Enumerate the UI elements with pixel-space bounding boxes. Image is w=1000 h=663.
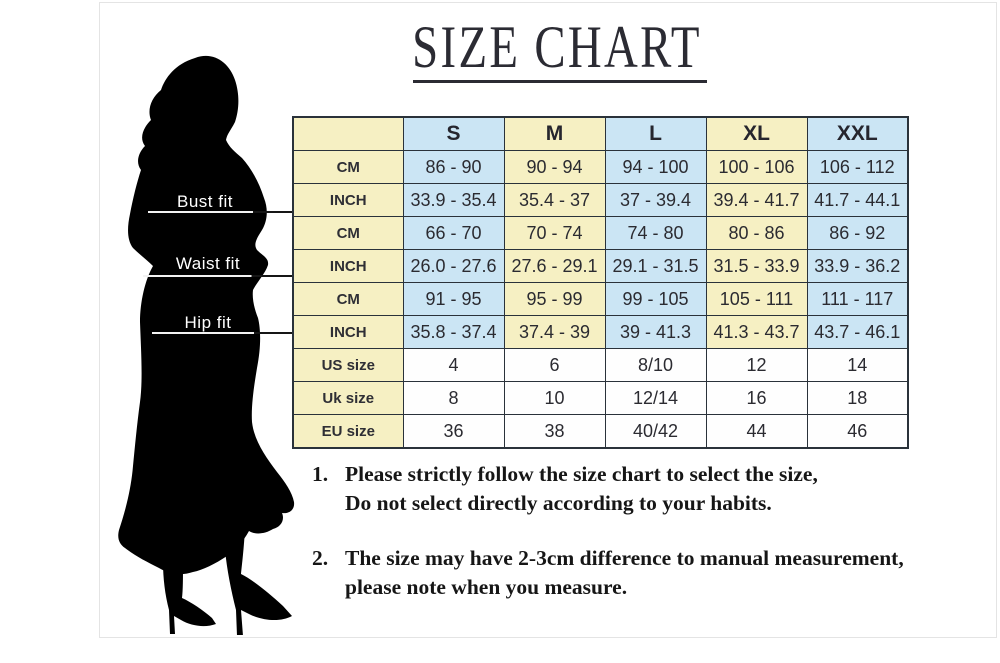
size-table-header-row: S M L XL XXL: [292, 116, 909, 151]
measurement-cell: 86 - 90: [402, 150, 505, 184]
size-col-header: S: [402, 116, 505, 151]
size-value-cell: 44: [705, 414, 808, 449]
measurement-cell: 106 - 112: [806, 150, 909, 184]
measurement-cell: 41.7 - 44.1: [806, 183, 909, 217]
note-2-line-1: The size may have 2-3cm difference to ma…: [345, 546, 904, 570]
measurement-cell: 27.6 - 29.1: [503, 249, 606, 283]
hip-pointer-line: [152, 332, 294, 334]
size-value-cell: 14: [806, 348, 909, 382]
size-value-cell: 8: [402, 381, 505, 415]
row-size-label: Uk size: [292, 381, 404, 415]
measurement-cell: 37 - 39.4: [604, 183, 707, 217]
size-value-cell: 38: [503, 414, 606, 449]
fit-label-waist: Waist fit: [175, 254, 241, 273]
measurement-cell: 111 - 117: [806, 282, 909, 316]
measurement-cell: 80 - 86: [705, 216, 808, 250]
size-conversion-row: EU size 36 38 40/42 44 46: [292, 414, 909, 449]
size-conversion-row: Uk size 8 10 12/14 16 18: [292, 381, 909, 415]
size-value-cell: 40/42: [604, 414, 707, 449]
size-value-cell: 36: [402, 414, 505, 449]
size-col-header: XL: [705, 116, 808, 151]
measurement-cell: 39 - 41.3: [604, 315, 707, 349]
measurement-cell: 95 - 99: [503, 282, 606, 316]
note-2-text: The size may have 2-3cm difference to ma…: [345, 544, 904, 602]
size-value-cell: 16: [705, 381, 808, 415]
fit-label-hip: Hip fit: [184, 313, 232, 332]
row-size-label: US size: [292, 348, 404, 382]
size-col-header: M: [503, 116, 606, 151]
waist-pointer-line: [143, 275, 294, 277]
measurement-cell: 41.3 - 43.7: [705, 315, 808, 349]
note-2-line-2: please note when you measure.: [345, 575, 628, 599]
measurement-cell: 94 - 100: [604, 150, 707, 184]
page-title: SIZE CHART: [412, 14, 702, 80]
measurement-row: CM 91 - 95 95 - 99 99 - 105 105 - 111 111 - 1…: [292, 282, 909, 316]
measurement-cell: 35.8 - 37.4: [402, 315, 505, 349]
measurement-cell: 37.4 - 39: [503, 315, 606, 349]
measurement-cell: 26.0 - 27.6: [402, 249, 505, 283]
measurement-row: INCH 26.0 - 27.6 27.6 - 29.1 29.1 - 31.5 31.…: [292, 249, 909, 283]
measurement-cell: 105 - 111: [705, 282, 808, 316]
size-value-cell: 8/10: [604, 348, 707, 382]
size-value-cell: 6: [503, 348, 606, 382]
measurement-cell: 35.4 - 37: [503, 183, 606, 217]
measurement-cell: 91 - 95: [402, 282, 505, 316]
measurement-cell: 33.9 - 35.4: [402, 183, 505, 217]
image-border-frame: [99, 2, 997, 638]
row-unit-label: INCH: [292, 315, 404, 349]
measurement-cell: 74 - 80: [604, 216, 707, 250]
note-1-line-1: Please strictly follow the size chart to…: [345, 462, 818, 486]
measurement-row: INCH 33.9 - 35.4 35.4 - 37 37 - 39.4 39.4 - …: [292, 183, 909, 217]
fit-label-bust: Bust fit: [177, 192, 233, 211]
measurement-cell: 33.9 - 36.2: [806, 249, 909, 283]
measurement-cell: 100 - 106: [705, 150, 808, 184]
measurement-row: CM 66 - 70 70 - 74 74 - 80 80 - 86 86 - 92: [292, 216, 909, 250]
measurement-row: CM 86 - 90 90 - 94 94 - 100 100 - 106 106 - 1…: [292, 150, 909, 184]
size-conversion-row: US size 4 6 8/10 12 14: [292, 348, 909, 382]
note-1-line-2: Do not select directly according to your…: [345, 491, 772, 515]
note-2: 2. The size may have 2-3cm difference to…: [312, 544, 904, 602]
measurement-row: INCH 35.8 - 37.4 37.4 - 39 39 - 41.3 41.3 - …: [292, 315, 909, 349]
measurement-cell: 31.5 - 33.9: [705, 249, 808, 283]
note-2-number: 2.: [312, 546, 329, 570]
woman-silhouette: [118, 55, 295, 635]
measurement-cell: 70 - 74: [503, 216, 606, 250]
size-col-header: L: [604, 116, 707, 151]
row-unit-label: INCH: [292, 249, 404, 283]
row-unit-label: CM: [292, 216, 404, 250]
title-underline: [413, 80, 707, 83]
bust-pointer-line: [148, 211, 294, 213]
size-value-cell: 18: [806, 381, 909, 415]
measurement-cell: 39.4 - 41.7: [705, 183, 808, 217]
measurement-cell: 99 - 105: [604, 282, 707, 316]
measurement-cell: 90 - 94: [503, 150, 606, 184]
note-1: 1. Please strictly follow the size chart…: [312, 460, 818, 518]
measurement-cell: 86 - 92: [806, 216, 909, 250]
size-value-cell: 46: [806, 414, 909, 449]
row-unit-label: CM: [292, 150, 404, 184]
note-1-text: Please strictly follow the size chart to…: [345, 460, 818, 518]
size-value-cell: 4: [402, 348, 505, 382]
measurement-cell: 29.1 - 31.5: [604, 249, 707, 283]
row-unit-label: CM: [292, 282, 404, 316]
size-table-body: S M L XL XXL CM 86 - 90 90 - 94 94 - 100 100 - 10…: [292, 116, 909, 449]
row-size-label: EU size: [292, 414, 404, 449]
size-table: S M L XL XXL CM 86 - 90 90 - 94 94 - 100 100 - 10…: [292, 116, 909, 449]
measurement-cell: 43.7 - 46.1: [806, 315, 909, 349]
row-unit-label: INCH: [292, 183, 404, 217]
size-col-header: XXL: [806, 116, 909, 151]
note-1-number: 1.: [312, 462, 329, 486]
size-value-cell: 12: [705, 348, 808, 382]
size-value-cell: 12/14: [604, 381, 707, 415]
corner-cell: [292, 116, 404, 151]
size-value-cell: 10: [503, 381, 606, 415]
measurement-cell: 66 - 70: [402, 216, 505, 250]
